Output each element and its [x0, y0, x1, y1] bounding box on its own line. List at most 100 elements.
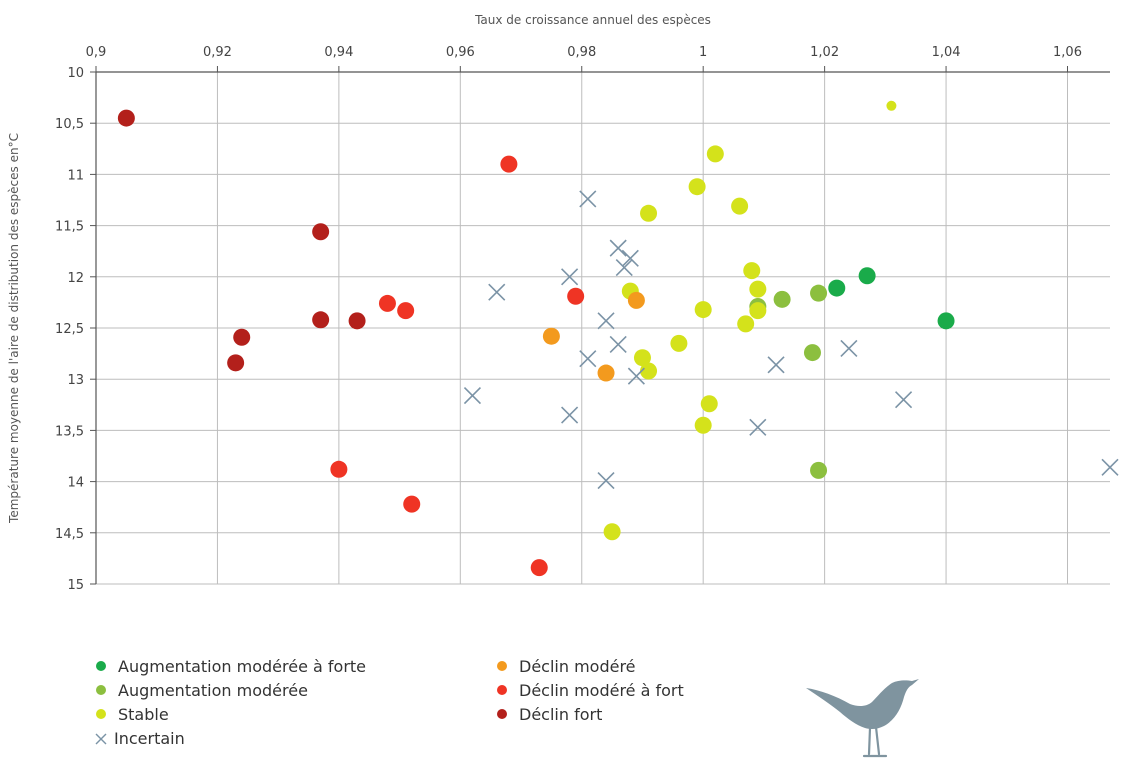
y-tick-label: 12,5 [55, 322, 84, 337]
point-cross-stroke [840, 339, 858, 358]
legend-swatch-dark-red-circle [497, 709, 507, 719]
point-stable [737, 315, 755, 333]
y-tick-label: 12 [67, 271, 84, 286]
point-incertain [597, 312, 615, 330]
point-declin-modere-a-fort [397, 302, 415, 320]
point-incertain [561, 406, 579, 424]
point-declin-fort [117, 109, 135, 127]
point-incertain [579, 350, 597, 368]
legend: Augmentation modérée à forte Augmentatio… [94, 654, 816, 772]
point-incertain [840, 339, 858, 358]
point-cross-stroke [579, 190, 597, 208]
point-cross-stroke [621, 249, 639, 267]
point-declin-modere-a-fort [330, 460, 348, 478]
point-incertain [767, 356, 785, 374]
point-declin-modere-a-fort [567, 287, 585, 305]
y-tick-label: 10,5 [55, 117, 84, 132]
point-incertain [579, 190, 597, 208]
point-augmentation-moderee [803, 344, 821, 362]
x-tick-label: 0,94 [324, 45, 353, 60]
x-tick-label: 0,9 [86, 45, 107, 60]
point-declin-modere [597, 364, 615, 382]
point-incertain [749, 418, 767, 436]
point-cross-stroke [767, 356, 785, 374]
point-cross-stroke [1101, 458, 1119, 476]
point-cross-stroke [579, 350, 597, 368]
legend-swatch-red-circle [497, 685, 507, 695]
point-augmentation-moderee-a-forte [937, 312, 955, 330]
point-incertain [463, 387, 482, 405]
x-tick-label: 1 [699, 45, 707, 60]
point-declin-fort [312, 311, 330, 329]
legend-item-augmentation-moderee: Augmentation modérée [96, 678, 308, 702]
x-tick-label: 1,04 [932, 45, 961, 60]
point-stable [670, 334, 688, 352]
legend-label: Déclin modéré [519, 656, 636, 676]
legend-item-stable: Stable [96, 702, 169, 726]
point-stable [886, 100, 897, 111]
scatter-chart: 0,9 0,92 0,94 0,96 0,98 1 1,02 1,04 1,06 1010,51… [7, 13, 1119, 593]
legend-label: Déclin modéré à fort [519, 680, 684, 700]
point-incertain [621, 249, 639, 267]
point-cross-stroke [627, 367, 645, 385]
y-tick-label: 15 [67, 578, 84, 593]
axes [90, 66, 1110, 585]
y-axis-title: Température moyenne de l'aire de distrib… [7, 133, 21, 524]
y-tick-label: 13,5 [55, 424, 84, 439]
point-incertain [627, 367, 645, 385]
point-stable [694, 301, 712, 319]
legend-swatch-yellow-circle [96, 709, 106, 719]
point-cross-stroke [894, 391, 913, 409]
point-incertain [488, 283, 506, 301]
point-declin-modere [542, 327, 560, 345]
point-stable [640, 362, 658, 380]
blackbird-icon [806, 679, 919, 758]
point-declin-fort [312, 223, 330, 241]
point-cross-stroke [597, 472, 615, 490]
legend-label: Déclin fort [519, 704, 603, 724]
point-cross-stroke [561, 268, 579, 286]
point-augmentation-moderee-a-forte [858, 267, 876, 285]
point-declin-modere [627, 291, 645, 309]
y-tick-label: 14 [67, 476, 84, 491]
point-augmentation-moderee [810, 461, 828, 479]
point-stable [688, 178, 706, 196]
point-stable [731, 197, 749, 215]
point-stable [743, 262, 761, 280]
point-declin-modere-a-fort [500, 155, 518, 173]
point-declin-modere-a-fort [403, 495, 421, 513]
legend-item-incertain: Incertain [94, 726, 185, 750]
bird-legs [862, 725, 888, 758]
point-cross-stroke [488, 283, 506, 301]
point-cross-stroke [749, 418, 767, 436]
y-tick-labels: 10 10,5 11 11,5 12 12,5 13 13,5 14 14,5 15 [55, 66, 84, 593]
legend-swatch-orange-circle [497, 661, 507, 671]
point-augmentation-moderee-a-forte [828, 279, 846, 297]
point-cross-stroke [561, 406, 579, 424]
point-incertain [609, 239, 627, 257]
cross-icon [95, 733, 107, 745]
y-tick-label: 11,5 [55, 220, 84, 235]
legend-label: Stable [118, 704, 169, 724]
x-axis-title: Taux de croissance annuel des espèces [474, 13, 711, 27]
point-declin-fort [233, 328, 251, 346]
y-tick-label: 14,5 [55, 527, 84, 542]
legend-item-declin-fort: Déclin fort [497, 702, 602, 726]
legend-label: Augmentation modérée à forte [118, 656, 367, 676]
x-tick-label: 1,02 [810, 45, 839, 60]
point-declin-fort [227, 354, 245, 372]
point-declin-fort [348, 312, 366, 330]
point-stable [700, 395, 718, 413]
data-points [117, 100, 1119, 577]
point-cross-stroke [463, 387, 482, 405]
x-tick-label: 0,96 [446, 45, 475, 60]
point-incertain [894, 391, 913, 409]
legend-label: Augmentation modérée [118, 680, 308, 700]
x-tick-labels: 0,9 0,92 0,94 0,96 0,98 1 1,02 1,04 1,06 [86, 45, 1082, 60]
point-incertain [609, 335, 627, 353]
legend-swatch-green-circle [96, 661, 106, 671]
point-declin-modere-a-fort [530, 559, 548, 577]
point-incertain [597, 472, 615, 490]
grid-lines [96, 72, 1110, 585]
point-stable [706, 145, 724, 163]
